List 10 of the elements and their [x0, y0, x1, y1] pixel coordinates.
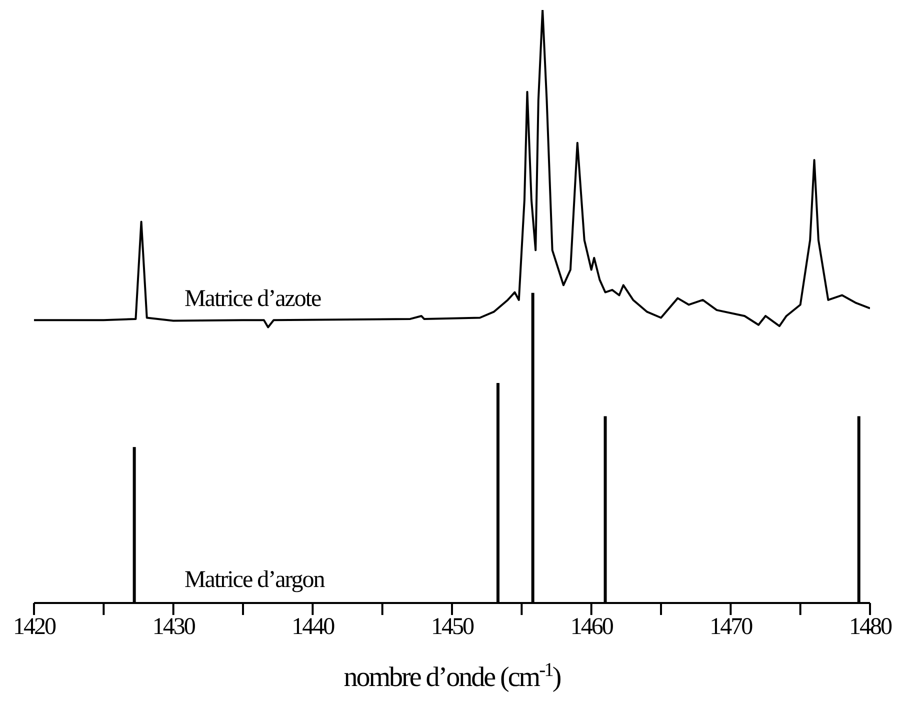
x-tick-label: 1420 [13, 614, 56, 640]
x-tick-label: 1430 [152, 614, 196, 640]
x-tick-label: 1480 [849, 614, 892, 640]
x-tick-label: 1460 [570, 614, 614, 640]
text: Matrice d’argon [184, 567, 326, 593]
x-tick-label: 1450 [431, 614, 474, 640]
x-tick-label: 1470 [710, 614, 754, 640]
series-label: Matrice d’azote [184, 286, 322, 312]
x-tick-label: 1440 [292, 614, 336, 640]
x-axis-title: nombre d’onde (cm$^{-1}$) [344, 660, 562, 693]
